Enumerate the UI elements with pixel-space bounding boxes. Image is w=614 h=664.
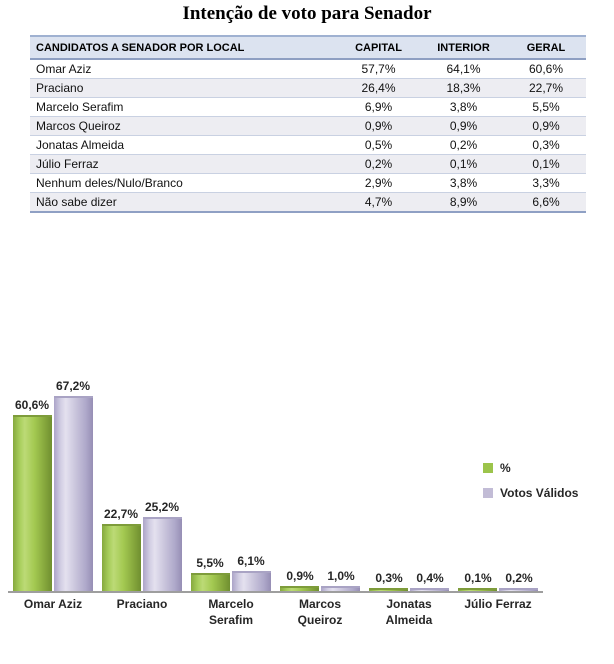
- geral-cell: 0,1%: [506, 154, 586, 174]
- legend-swatch-pct: [483, 463, 493, 473]
- bar-value-label: 22,7%: [103, 507, 139, 521]
- table-row: Júlio Ferraz 0,2% 0,1% 0,1%: [30, 154, 586, 174]
- bar: [458, 588, 497, 591]
- interior-cell: 0,2%: [421, 135, 506, 155]
- candidate-name-cell: Omar Aziz: [30, 59, 336, 79]
- geral-cell: 0,3%: [506, 135, 586, 155]
- bar: [280, 586, 319, 591]
- bar-value-label: 60,6%: [14, 398, 50, 412]
- bar-chart: 60,6% 67,2% 22,7% 25,2% 5,5% 6,1% 0,9% 1,0% 0,3%…: [0, 375, 614, 655]
- bar-value-label: 0,4%: [416, 571, 444, 585]
- bar-value-label: 25,2%: [144, 500, 180, 514]
- category-label: Júlio Ferraz: [464, 597, 532, 611]
- bar-value-label: 67,2%: [55, 379, 91, 393]
- bar-value-label: 0,2%: [505, 571, 533, 585]
- bar-value-label: 5,5%: [196, 556, 224, 570]
- category-label: Praciano: [116, 597, 168, 611]
- table-row: Marcos Queiroz 0,9% 0,9% 0,9%: [30, 116, 586, 136]
- interior-cell: 0,9%: [421, 116, 506, 136]
- interior-cell: 8,9%: [421, 192, 506, 213]
- candidate-name-cell: Jonatas Almeida: [30, 135, 336, 155]
- bar: [13, 415, 52, 591]
- table-body: Omar Aziz 57,7% 64,1% 60,6% Praciano 26,4% 18,…: [30, 59, 586, 213]
- bar-value-label: 0,1%: [464, 571, 492, 585]
- bar-value-label: 1,0%: [327, 569, 355, 583]
- page-title: Intenção de voto para Senador: [182, 3, 432, 24]
- table-row: Jonatas Almeida 0,5% 0,2% 0,3%: [30, 135, 586, 155]
- bar: [191, 573, 230, 591]
- candidate-name-cell: Não sabe dizer: [30, 192, 336, 213]
- table-row: Praciano 26,4% 18,3% 22,7%: [30, 78, 586, 98]
- table-row: Nenhum deles/Nulo/Branco 2,9% 3,8% 3,3%: [30, 173, 586, 193]
- poll-table: CANDIDATOS A SENADOR POR LOCAL CAPITAL I…: [30, 35, 586, 213]
- legend-item-votos: Votos Válidos: [483, 486, 578, 500]
- candidate-name-cell: Nenhum deles/Nulo/Branco: [30, 173, 336, 193]
- legend-label-pct: %: [500, 461, 511, 475]
- category-label: Omar Aziz: [23, 597, 83, 611]
- interior-cell: 3,8%: [421, 97, 506, 117]
- geral-cell: 22,7%: [506, 78, 586, 98]
- capital-cell: 0,5%: [336, 135, 421, 155]
- category-label: Marcos Queiroz: [297, 597, 343, 627]
- bar: [369, 588, 408, 591]
- interior-cell: 0,1%: [421, 154, 506, 174]
- table-row: Marcelo Serafim 6,9% 3,8% 5,5%: [30, 97, 586, 117]
- candidate-name-cell: Júlio Ferraz: [30, 154, 336, 174]
- bar: [54, 396, 93, 591]
- capital-cell: 4,7%: [336, 192, 421, 213]
- bar-value-label: 0,3%: [375, 571, 403, 585]
- capital-cell: 57,7%: [336, 59, 421, 79]
- column-header-interior: INTERIOR: [421, 35, 506, 60]
- bar: [499, 588, 538, 591]
- candidate-name-cell: Praciano: [30, 78, 336, 98]
- chart-plot: 60,6% 67,2% 22,7% 25,2% 5,5% 6,1% 0,9% 1,0% 0,3%…: [8, 375, 543, 593]
- geral-cell: 6,6%: [506, 192, 586, 213]
- geral-cell: 5,5%: [506, 97, 586, 117]
- geral-cell: 3,3%: [506, 173, 586, 193]
- table-row: Omar Aziz 57,7% 64,1% 60,6%: [30, 59, 586, 79]
- bar: [410, 588, 449, 591]
- capital-cell: 0,2%: [336, 154, 421, 174]
- interior-cell: 18,3%: [421, 78, 506, 98]
- legend-label-votos: Votos Válidos: [500, 486, 579, 500]
- chart-legend: % Votos Válidos: [483, 461, 578, 511]
- capital-cell: 26,4%: [336, 78, 421, 98]
- geral-cell: 0,9%: [506, 116, 586, 136]
- legend-item-pct: %: [483, 461, 578, 475]
- interior-cell: 3,8%: [421, 173, 506, 193]
- legend-swatch-votos: [483, 488, 493, 498]
- table-row: Não sabe dizer 4,7% 8,9% 6,6%: [30, 192, 586, 213]
- bar-value-label: 6,1%: [237, 554, 265, 568]
- column-header-candidates: CANDIDATOS A SENADOR POR LOCAL: [30, 35, 336, 60]
- bar: [102, 524, 141, 591]
- bar: [143, 517, 182, 591]
- candidate-name-cell: Marcos Queiroz: [30, 116, 336, 136]
- capital-cell: 2,9%: [336, 173, 421, 193]
- capital-cell: 0,9%: [336, 116, 421, 136]
- table-header-row: CANDIDATOS A SENADOR POR LOCAL CAPITAL I…: [30, 35, 586, 60]
- geral-cell: 60,6%: [506, 59, 586, 79]
- interior-cell: 64,1%: [421, 59, 506, 79]
- candidate-name-cell: Marcelo Serafim: [30, 97, 336, 117]
- bar: [232, 571, 271, 591]
- capital-cell: 6,9%: [336, 97, 421, 117]
- column-header-geral: GERAL: [506, 35, 586, 60]
- bar-value-label: 0,9%: [286, 569, 314, 583]
- bar: [321, 586, 360, 591]
- category-label: Jonatas Almeida: [385, 597, 433, 627]
- category-label: Marcelo Serafim: [208, 597, 254, 627]
- column-header-capital: CAPITAL: [336, 35, 421, 60]
